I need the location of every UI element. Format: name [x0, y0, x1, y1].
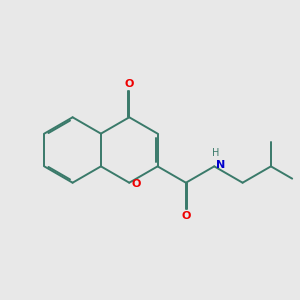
- Text: O: O: [124, 79, 134, 89]
- Text: O: O: [181, 211, 190, 221]
- Text: O: O: [132, 179, 141, 189]
- Text: H: H: [212, 148, 219, 158]
- Text: N: N: [216, 160, 225, 170]
